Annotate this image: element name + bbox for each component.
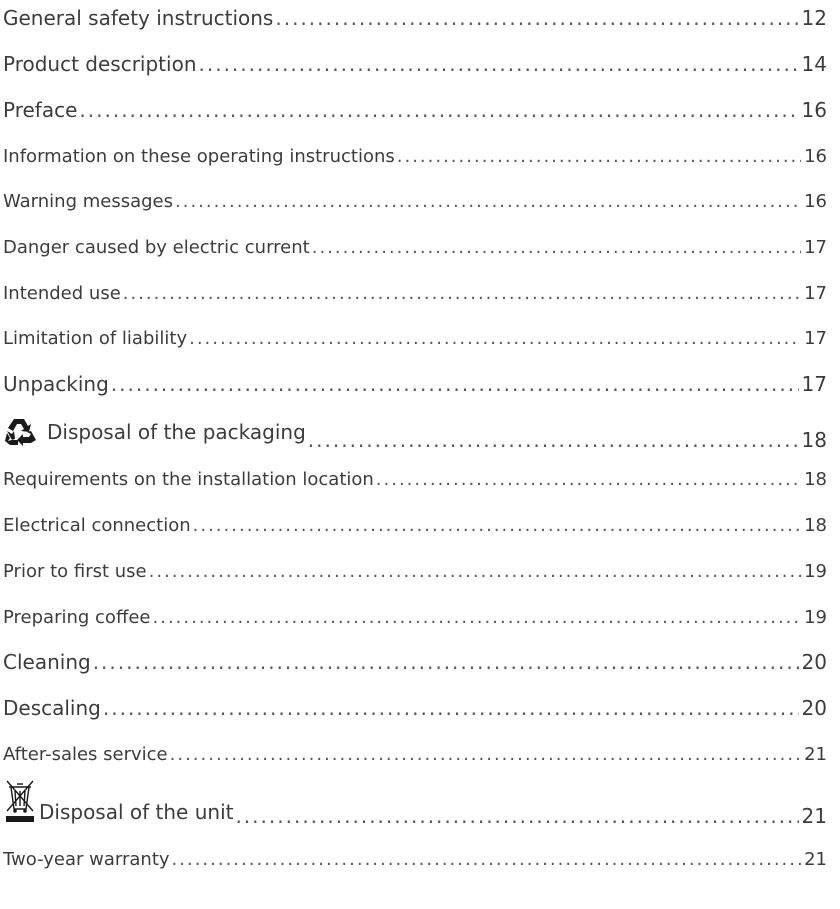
toc-entry-disposal-packaging[interactable]: Disposal of the packaging 18 (3, 417, 827, 454)
dot-leader (93, 648, 799, 676)
toc-entry-title: Preparing coffee (3, 607, 151, 628)
toc-entry-title: Cleaning (3, 650, 91, 674)
recycle-icon (5, 419, 36, 446)
toc-entry-title: Unpacking (3, 372, 109, 396)
toc-entry-limitation[interactable]: Limitation of liability 17 (3, 325, 827, 353)
toc-entry-page: 18 (804, 469, 827, 490)
toc-entry-title: After-sales service (3, 744, 168, 765)
toc-entry-page: 21 (804, 849, 827, 870)
toc-entry-installation-location[interactable]: Requirements on the installation locatio… (3, 466, 827, 494)
toc-entry-page: 17 (801, 372, 827, 396)
dot-leader (123, 280, 801, 308)
toc-entry-page: 16 (804, 191, 827, 212)
toc-entry-product-description[interactable]: Product description 14 (3, 50, 827, 78)
dot-leader (79, 96, 798, 124)
toc-entry-title: Preface (3, 98, 78, 122)
toc-entry-page: 20 (801, 696, 827, 720)
toc-entry-title: Limitation of liability (3, 328, 188, 349)
crossed-bin-icon (6, 780, 34, 822)
toc-entry-intended-use[interactable]: Intended use 17 (3, 280, 827, 308)
toc-entry-page: 19 (804, 607, 827, 628)
dot-leader (189, 325, 801, 353)
toc-entry-title: Intended use (3, 283, 121, 304)
toc-entry-page: 16 (801, 98, 827, 122)
toc-entry-warning-messages[interactable]: Warning messages 16 (3, 188, 827, 216)
dot-leader (397, 143, 801, 171)
dot-leader (149, 558, 801, 586)
toc-entry-unpacking[interactable]: Unpacking 17 (3, 370, 827, 398)
toc-entry-page: 18 (804, 515, 827, 536)
dot-leader (376, 466, 801, 494)
toc-entry-title: Disposal of the packaging (47, 420, 306, 444)
toc-entry-page: 20 (801, 650, 827, 674)
dot-leader (153, 604, 802, 632)
toc-entry-descaling[interactable]: Descaling 20 (3, 694, 827, 722)
toc-entry-title: Requirements on the installation locatio… (3, 469, 374, 490)
dot-leader (103, 694, 799, 722)
toc-entry-title: Electrical connection (3, 515, 191, 536)
toc-entry-title: General safety instructions (3, 6, 274, 30)
toc-entry-title: Danger caused by electric current (3, 237, 310, 258)
toc-entry-title: Prior to first use (3, 561, 147, 582)
toc-entry-title: Descaling (3, 696, 101, 720)
dot-leader (170, 741, 801, 769)
dot-leader (199, 50, 799, 78)
toc-entry-first-use[interactable]: Prior to first use 19 (3, 558, 827, 586)
toc-entry-page: 12 (801, 6, 827, 30)
toc-entry-preface[interactable]: Preface 16 (3, 96, 827, 124)
toc-entry-page: 16 (804, 146, 827, 167)
toc-entry-after-sales[interactable]: After-sales service 21 (3, 741, 827, 769)
dot-leader (193, 512, 801, 540)
toc-entry-title: Disposal of the unit (39, 800, 234, 824)
dot-leader (235, 802, 798, 830)
toc-entry-title: Information on these operating instructi… (3, 146, 395, 167)
toc-entry-warranty[interactable]: Two-year warranty 21 (3, 846, 827, 874)
toc-entry-page: 17 (804, 328, 827, 349)
toc-entry-electric-current[interactable]: Danger caused by electric current 17 (3, 234, 827, 262)
toc-entry-page: 14 (801, 52, 827, 76)
dot-leader (308, 426, 799, 454)
toc-entry-information[interactable]: Information on these operating instructi… (3, 143, 827, 171)
toc-entry-page: 17 (804, 237, 827, 258)
dot-leader (312, 234, 801, 262)
dot-leader (111, 370, 799, 398)
toc-entry-cleaning[interactable]: Cleaning 20 (3, 648, 827, 676)
toc-entry-page: 21 (801, 804, 827, 828)
toc-entry-title: Warning messages (3, 191, 173, 212)
toc-entry-page: 21 (804, 744, 827, 765)
toc-entry-general-safety[interactable]: General safety instructions 12 (3, 4, 827, 32)
toc-entry-page: 19 (804, 561, 827, 582)
toc-entry-electrical-connection[interactable]: Electrical connection 18 (3, 512, 827, 540)
dot-leader (172, 846, 802, 874)
toc-entry-title: Product description (3, 52, 197, 76)
toc-entry-title: Two-year warranty (3, 849, 170, 870)
toc-entry-disposal-unit[interactable]: Disposal of the unit 21 (3, 780, 827, 830)
toc-entry-page: 18 (801, 428, 827, 452)
dot-leader (275, 4, 798, 32)
toc-entry-page: 17 (804, 283, 827, 304)
dot-leader (175, 188, 801, 216)
toc-entry-preparing-coffee[interactable]: Preparing coffee 19 (3, 604, 827, 632)
